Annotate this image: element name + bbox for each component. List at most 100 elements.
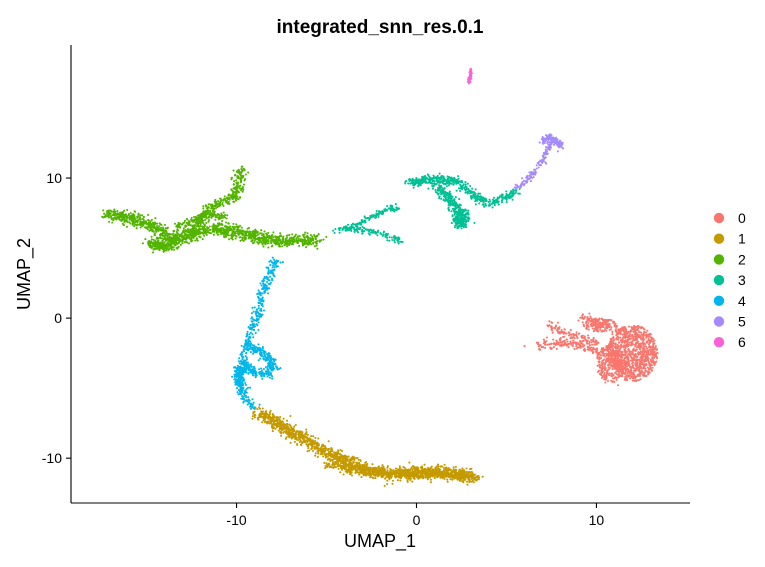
cluster-2-point: [284, 241, 287, 244]
cluster-1-point: [302, 434, 305, 437]
cluster-0-point: [612, 377, 615, 380]
cluster-0-point: [619, 332, 622, 336]
cluster-0-point: [641, 355, 645, 358]
cluster-0-point: [542, 346, 545, 349]
cluster-0-point: [603, 378, 606, 381]
cluster-2-point: [235, 223, 238, 226]
cluster-1-point: [325, 453, 329, 456]
cluster-1-point: [443, 477, 446, 480]
cluster-1-point: [356, 462, 359, 465]
cluster-0-point: [603, 348, 606, 351]
cluster-0-point: [573, 348, 576, 351]
cluster-0-point: [642, 333, 645, 336]
cluster-0-point: [650, 369, 653, 372]
cluster-1-point: [313, 445, 316, 448]
cluster-2-point: [133, 225, 136, 228]
cluster-0-point: [544, 343, 547, 346]
cluster-0-point: [643, 345, 646, 348]
cluster-0-point: [632, 361, 635, 364]
cluster-2-point: [256, 230, 259, 234]
cluster-0-point: [592, 318, 595, 321]
cluster-0-point: [565, 344, 568, 347]
cluster-0-point: [607, 318, 610, 321]
cluster-1-point: [419, 466, 422, 469]
cluster-2-point: [291, 233, 294, 236]
cluster-0-point: [548, 343, 551, 346]
cluster-2-point: [232, 226, 235, 229]
cluster-2-point: [187, 234, 190, 237]
cluster-1-point: [316, 455, 319, 458]
cluster-0-point: [636, 328, 639, 331]
cluster-0-point: [636, 362, 639, 365]
cluster-1-point: [374, 477, 377, 480]
cluster-2-point: [166, 227, 169, 230]
cluster-1-point: [337, 449, 340, 452]
cluster-0-point: [587, 328, 590, 331]
cluster-2-point: [184, 233, 187, 236]
cluster-2-point: [294, 233, 297, 236]
cluster-0-point: [642, 367, 645, 370]
cluster-1-point: [439, 470, 442, 473]
cluster-1-point: [273, 421, 276, 424]
cluster-0-point: [623, 332, 626, 335]
cluster-0-point: [577, 332, 580, 335]
cluster-2-point: [137, 213, 140, 216]
cluster-1-point: [382, 465, 385, 468]
cluster-1-point: [330, 459, 334, 462]
cluster-0-point: [642, 363, 645, 366]
cluster-2-point: [319, 239, 322, 242]
cluster-0-point: [562, 343, 565, 347]
cluster-1-point: [406, 480, 409, 483]
cluster-0-point: [602, 319, 605, 322]
cluster-2-point: [272, 236, 275, 239]
cluster-0-point: [601, 359, 604, 363]
cluster-0-point: [576, 346, 579, 349]
cluster-0-point: [588, 344, 592, 347]
cluster-1-point: [433, 468, 436, 471]
cluster-1-point: [380, 474, 383, 477]
cluster-0-point: [653, 361, 656, 364]
cluster-0-point: [635, 368, 638, 371]
cluster-0-point: [588, 342, 591, 345]
cluster-1-point: [417, 474, 420, 477]
cluster-1-point: [461, 469, 464, 472]
cluster-1-point: [346, 458, 349, 461]
cluster-0-point: [591, 340, 595, 343]
cluster-1-point: [462, 478, 465, 481]
cluster-2-point: [233, 230, 237, 233]
cluster-2-point: [220, 222, 223, 225]
cluster-0-point: [579, 346, 582, 349]
cluster-0-point: [630, 372, 633, 375]
cluster-0-point: [648, 348, 651, 352]
cluster-1-point: [458, 474, 461, 477]
cluster-1-point: [334, 457, 337, 460]
cluster-0-point: [561, 340, 564, 343]
cluster-1-point: [406, 479, 409, 482]
cluster-0-point: [591, 343, 594, 346]
cluster-1-point: [328, 450, 331, 453]
cluster-0-point: [589, 317, 593, 320]
cluster-2-point: [135, 227, 138, 230]
cluster-2-point: [296, 236, 299, 239]
cluster-1-point: [386, 465, 389, 468]
cluster-1-point: [285, 436, 288, 439]
cluster-1-point: [400, 470, 403, 473]
cluster-2-point: [270, 242, 273, 245]
cluster-0-point: [642, 335, 645, 338]
cluster-2-point: [266, 235, 269, 238]
cluster-2-point: [227, 222, 230, 225]
cluster-0-point: [647, 338, 650, 341]
cluster-0-point: [575, 343, 578, 346]
cluster-0-point: [603, 363, 606, 366]
cluster-2-point: [138, 216, 141, 219]
cluster-0-point: [626, 360, 630, 364]
cluster-2-point: [159, 228, 162, 231]
cluster-2-point: [154, 226, 157, 229]
cluster-0-point: [643, 330, 646, 333]
cluster-1-point: [341, 468, 344, 471]
cluster-2-point: [269, 235, 272, 239]
cluster-0-point: [624, 334, 627, 337]
chart-title: integrated_snn_res.0.1: [277, 17, 484, 38]
cluster-1-point: [327, 447, 330, 450]
cluster-0-point: [566, 340, 569, 343]
